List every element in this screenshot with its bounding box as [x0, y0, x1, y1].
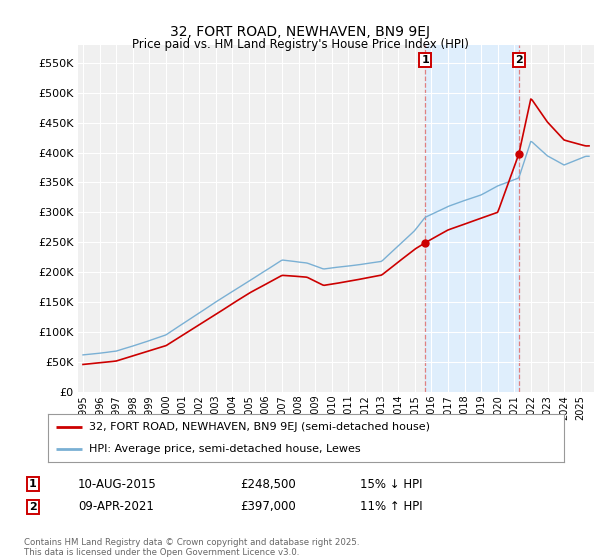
Text: 32, FORT ROAD, NEWHAVEN, BN9 9EJ: 32, FORT ROAD, NEWHAVEN, BN9 9EJ	[170, 25, 430, 39]
Text: 15% ↓ HPI: 15% ↓ HPI	[360, 478, 422, 491]
Text: 11% ↑ HPI: 11% ↑ HPI	[360, 500, 422, 514]
Bar	[425, 45, 519, 392]
Text: 2: 2	[515, 55, 523, 66]
Text: £397,000: £397,000	[240, 500, 296, 514]
Text: Price paid vs. HM Land Registry's House Price Index (HPI): Price paid vs. HM Land Registry's House …	[131, 38, 469, 51]
Text: 1: 1	[29, 479, 37, 489]
Text: £248,500: £248,500	[240, 478, 296, 491]
Text: Contains HM Land Registry data © Crown copyright and database right 2025.
This d: Contains HM Land Registry data © Crown c…	[24, 538, 359, 557]
Text: 32, FORT ROAD, NEWHAVEN, BN9 9EJ (semi-detached house): 32, FORT ROAD, NEWHAVEN, BN9 9EJ (semi-d…	[89, 422, 430, 432]
Text: 2: 2	[29, 502, 37, 512]
Text: 1: 1	[421, 55, 429, 66]
Text: HPI: Average price, semi-detached house, Lewes: HPI: Average price, semi-detached house,…	[89, 444, 361, 454]
Text: 10-AUG-2015: 10-AUG-2015	[78, 478, 157, 491]
Text: 09-APR-2021: 09-APR-2021	[78, 500, 154, 514]
